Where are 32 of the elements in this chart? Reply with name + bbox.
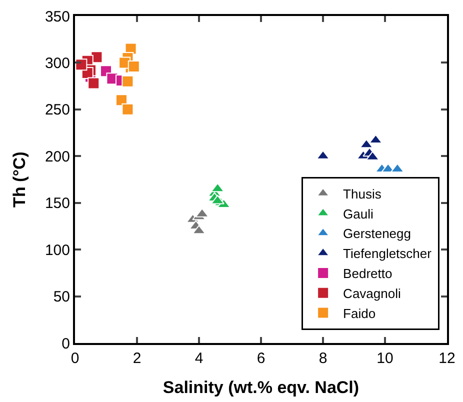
point [210,194,224,204]
point [116,94,128,106]
point [88,77,100,90]
legend-label: Bedretto [343,266,392,282]
point [360,138,374,148]
point [75,58,88,71]
y-tick-label: 150 [44,195,70,212]
legend-label: Tiefengletscher [343,246,432,262]
point [192,224,206,234]
x-tick-label: 6 [256,350,266,367]
y-tick-label: 0 [62,335,70,352]
legend-label: Gerstenegg [343,226,411,242]
y-tick-label: 250 [44,102,70,119]
point [122,75,134,88]
point [210,182,224,192]
y-tick-label: 100 [44,242,70,259]
legend-label: Cavagnoli [343,286,401,301]
x-tick-label: 10 [376,350,394,367]
legend-label: Gauli [343,206,374,222]
y-tick-label: 50 [53,288,70,306]
x-tick-label: 8 [318,350,328,367]
legend-label: Faido [343,306,376,321]
y-tick-label: 350 [44,8,70,26]
y-axis-title: Th (°C) [10,152,30,208]
point [122,103,134,116]
y-tick-label: 300 [44,54,70,72]
x-axis-title: Salinity (wt.% eqv. NaCl) [162,378,360,397]
x-tick-label: 2 [132,350,142,367]
x-tick-label: 4 [194,350,204,367]
legend-label: Thusis [343,186,382,202]
x-tick-label: 12 [438,350,456,367]
y-tick-label: 200 [44,148,70,166]
